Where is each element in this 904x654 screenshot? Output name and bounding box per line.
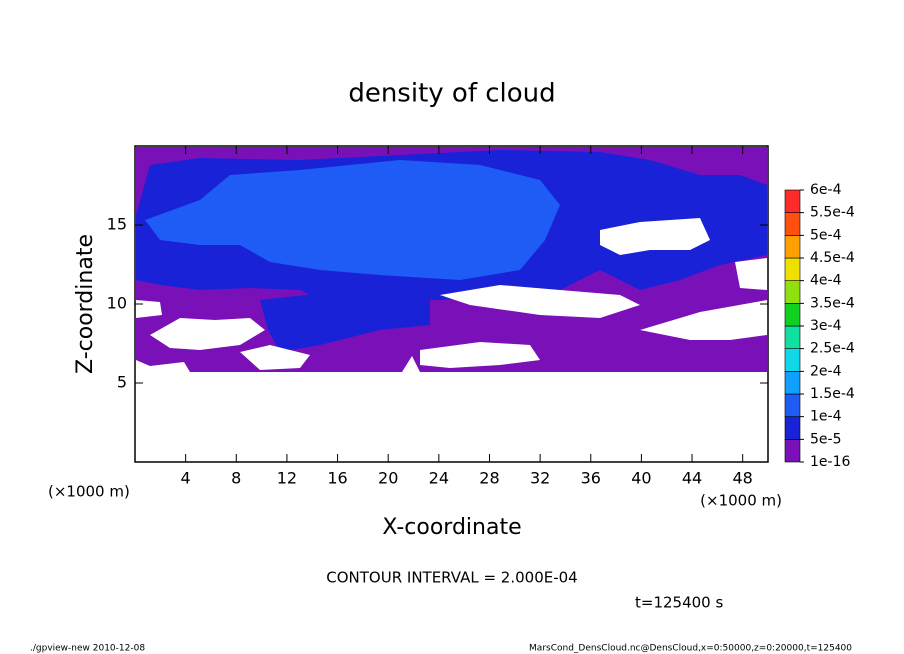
colorbar-cell xyxy=(784,280,801,304)
colorbar-label: 3e-4 xyxy=(810,318,842,334)
colorbar-cell xyxy=(784,189,801,213)
colorbar-cell xyxy=(784,416,801,440)
x-unit: (×1000 m) xyxy=(700,492,782,510)
x-tick-label: 28 xyxy=(479,469,499,488)
colorbar-label: 4e-4 xyxy=(810,273,842,289)
footer-right: MarsCond_DensCloud.nc@DensCloud,x=0:5000… xyxy=(529,644,852,654)
x-tick-label: 44 xyxy=(682,469,702,488)
x-tick-label: 40 xyxy=(631,469,651,488)
x-tick-label: 36 xyxy=(581,469,601,488)
empty-area xyxy=(640,300,767,340)
empty-area xyxy=(440,285,640,318)
region-band-2 xyxy=(145,160,560,280)
colorbar-cell xyxy=(784,257,801,281)
colorbar-label: 5e-5 xyxy=(810,431,841,447)
colorbar-label: 5e-4 xyxy=(810,227,842,243)
colorbar-label: 3.5e-4 xyxy=(810,295,855,311)
x-tick-label: 32 xyxy=(530,469,550,488)
y-tick-label: 15 xyxy=(107,215,127,234)
colorbar-cell xyxy=(784,371,801,395)
colorbar-label: 5.5e-4 xyxy=(810,205,855,221)
x-tick-label: 4 xyxy=(181,469,191,488)
chart-title: density of cloud xyxy=(348,79,555,109)
x-axis-label: X-coordinate xyxy=(382,515,521,540)
x-tick-label: 48 xyxy=(733,469,753,488)
colorbar-label: 1e-4 xyxy=(810,409,842,425)
time-label: t=125400 s xyxy=(635,594,723,612)
colorbar-cell xyxy=(784,303,801,327)
empty-area xyxy=(240,345,310,370)
empty-area xyxy=(600,218,710,255)
x-tick-label: 8 xyxy=(231,469,241,488)
colorbar-label: 1e-16 xyxy=(810,454,850,470)
region-band-1 xyxy=(260,290,430,352)
x-tick-label: 16 xyxy=(327,469,347,488)
colorbar-label: 1.5e-4 xyxy=(810,386,855,402)
x-tick-label: 24 xyxy=(429,469,449,488)
colorbar-label: 4.5e-4 xyxy=(810,250,855,266)
y-tick-label: 5 xyxy=(117,373,127,392)
colorbar-cell xyxy=(784,439,801,463)
empty-area xyxy=(420,342,540,368)
colorbar-cell xyxy=(784,325,801,349)
colorbar-label: 6e-4 xyxy=(810,182,842,198)
colorbar-cell xyxy=(784,235,801,259)
colorbar-cell xyxy=(784,212,801,236)
footer-left: ./gpview-new 2010-12-08 xyxy=(30,644,145,654)
empty-area xyxy=(735,258,767,290)
x-tick-label: 12 xyxy=(277,469,297,488)
y-unit: (×1000 m) xyxy=(48,483,130,501)
colorbar-cell xyxy=(784,348,801,372)
x-tick-label: 20 xyxy=(378,469,398,488)
colorbar-label: 2.5e-4 xyxy=(810,341,855,357)
colorbar-label: 2e-4 xyxy=(810,363,842,379)
empty-area xyxy=(136,300,162,318)
colorbar-cell xyxy=(784,393,801,417)
y-tick-label: 10 xyxy=(107,294,127,313)
contour-interval: CONTOUR INTERVAL = 2.000E-04 xyxy=(326,569,577,587)
y-axis-label: Z-coordinate xyxy=(73,234,98,374)
empty-area xyxy=(150,318,265,350)
